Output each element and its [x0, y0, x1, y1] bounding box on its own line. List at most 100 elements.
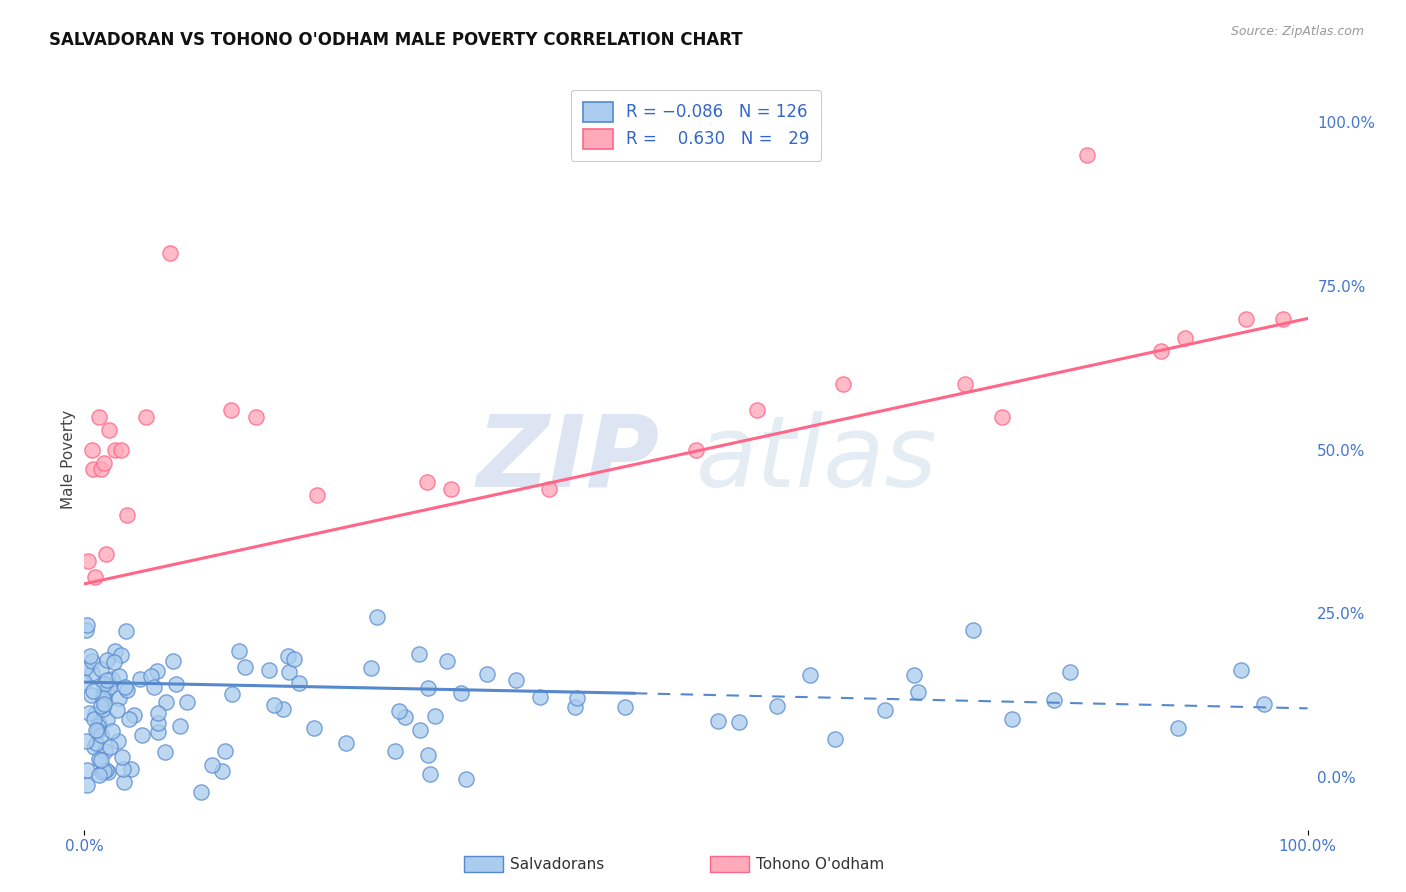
Point: [94, 763, 117, 777]
Point: [1150, 344, 1173, 359]
Point: [953, 377, 976, 392]
Point: [176, 695, 198, 709]
Point: [529, 690, 551, 704]
Point: [211, 764, 233, 779]
Point: [96, 712, 118, 726]
Point: [96, 653, 118, 667]
Point: [824, 732, 846, 747]
Point: [93, 697, 115, 711]
Point: [475, 666, 498, 681]
Point: [799, 668, 821, 682]
Point: [190, 784, 212, 798]
Point: [93, 456, 115, 470]
Point: [129, 672, 152, 686]
Point: [97, 764, 120, 779]
Point: [96, 548, 118, 562]
Point: [1230, 663, 1253, 677]
Point: [766, 699, 789, 714]
Point: [80, 666, 103, 681]
Point: [146, 664, 169, 678]
Point: [75, 661, 97, 675]
Point: [409, 723, 432, 738]
Point: [228, 643, 250, 657]
Point: [107, 734, 129, 748]
Point: [831, 377, 853, 392]
Point: [83, 739, 105, 754]
Point: [685, 442, 707, 457]
Point: [77, 706, 100, 720]
Point: [96, 673, 118, 687]
Point: [1059, 665, 1081, 679]
Point: [118, 712, 141, 726]
Point: [103, 655, 125, 669]
Point: [91, 690, 114, 705]
Point: [87, 752, 110, 766]
Point: [122, 708, 145, 723]
Text: SALVADORAN VS TOHONO O'ODHAM MALE POVERTY CORRELATION CHART: SALVADORAN VS TOHONO O'ODHAM MALE POVERT…: [49, 31, 742, 49]
Point: [84, 570, 107, 584]
Point: [1001, 712, 1024, 726]
Point: [614, 700, 637, 714]
Point: [82, 654, 104, 668]
Point: [450, 686, 472, 700]
Point: [146, 715, 169, 730]
Point: [115, 683, 138, 698]
Point: [335, 736, 357, 750]
Point: [76, 778, 98, 792]
Point: [111, 750, 134, 764]
Point: [84, 736, 107, 750]
Point: [93, 677, 115, 691]
Point: [214, 743, 236, 757]
Point: [394, 710, 416, 724]
Point: [302, 721, 325, 735]
Point: [1076, 147, 1098, 161]
Point: [114, 680, 136, 694]
Point: [76, 618, 98, 632]
Point: [94, 684, 117, 698]
Point: [146, 724, 169, 739]
Point: [991, 409, 1014, 424]
Point: [1042, 693, 1064, 707]
Point: [233, 659, 256, 673]
Point: [139, 669, 162, 683]
Point: [142, 680, 165, 694]
Point: [90, 728, 112, 742]
Point: [747, 403, 769, 417]
Legend: R = −0.086   N = 126, R =    0.630   N =   29: R = −0.086 N = 126, R = 0.630 N = 29: [571, 90, 821, 161]
Point: [115, 508, 138, 522]
Point: [384, 744, 406, 758]
Point: [416, 681, 439, 695]
Point: [110, 442, 132, 457]
Point: [221, 687, 243, 701]
Point: [305, 488, 328, 502]
Point: [440, 482, 463, 496]
Point: [87, 409, 110, 424]
Point: [73, 675, 96, 690]
Text: atlas: atlas: [696, 411, 938, 508]
Point: [86, 723, 108, 738]
Point: [90, 662, 112, 676]
Point: [219, 403, 242, 417]
Point: [82, 684, 104, 698]
Point: [418, 766, 440, 780]
Point: [278, 665, 301, 680]
Point: [120, 762, 142, 776]
Point: [87, 719, 110, 733]
Point: [77, 554, 100, 568]
Point: [112, 762, 135, 776]
Point: [564, 700, 586, 714]
Point: [155, 694, 177, 708]
Point: [83, 706, 105, 721]
Point: [155, 745, 177, 759]
Point: [416, 475, 439, 490]
Point: [366, 610, 388, 624]
Point: [454, 772, 477, 787]
Point: [91, 765, 114, 780]
Point: [112, 775, 135, 789]
Point: [907, 684, 929, 698]
Point: [93, 764, 115, 778]
Point: [162, 654, 184, 668]
Point: [84, 723, 107, 738]
Point: [245, 409, 267, 424]
Point: [169, 719, 191, 733]
